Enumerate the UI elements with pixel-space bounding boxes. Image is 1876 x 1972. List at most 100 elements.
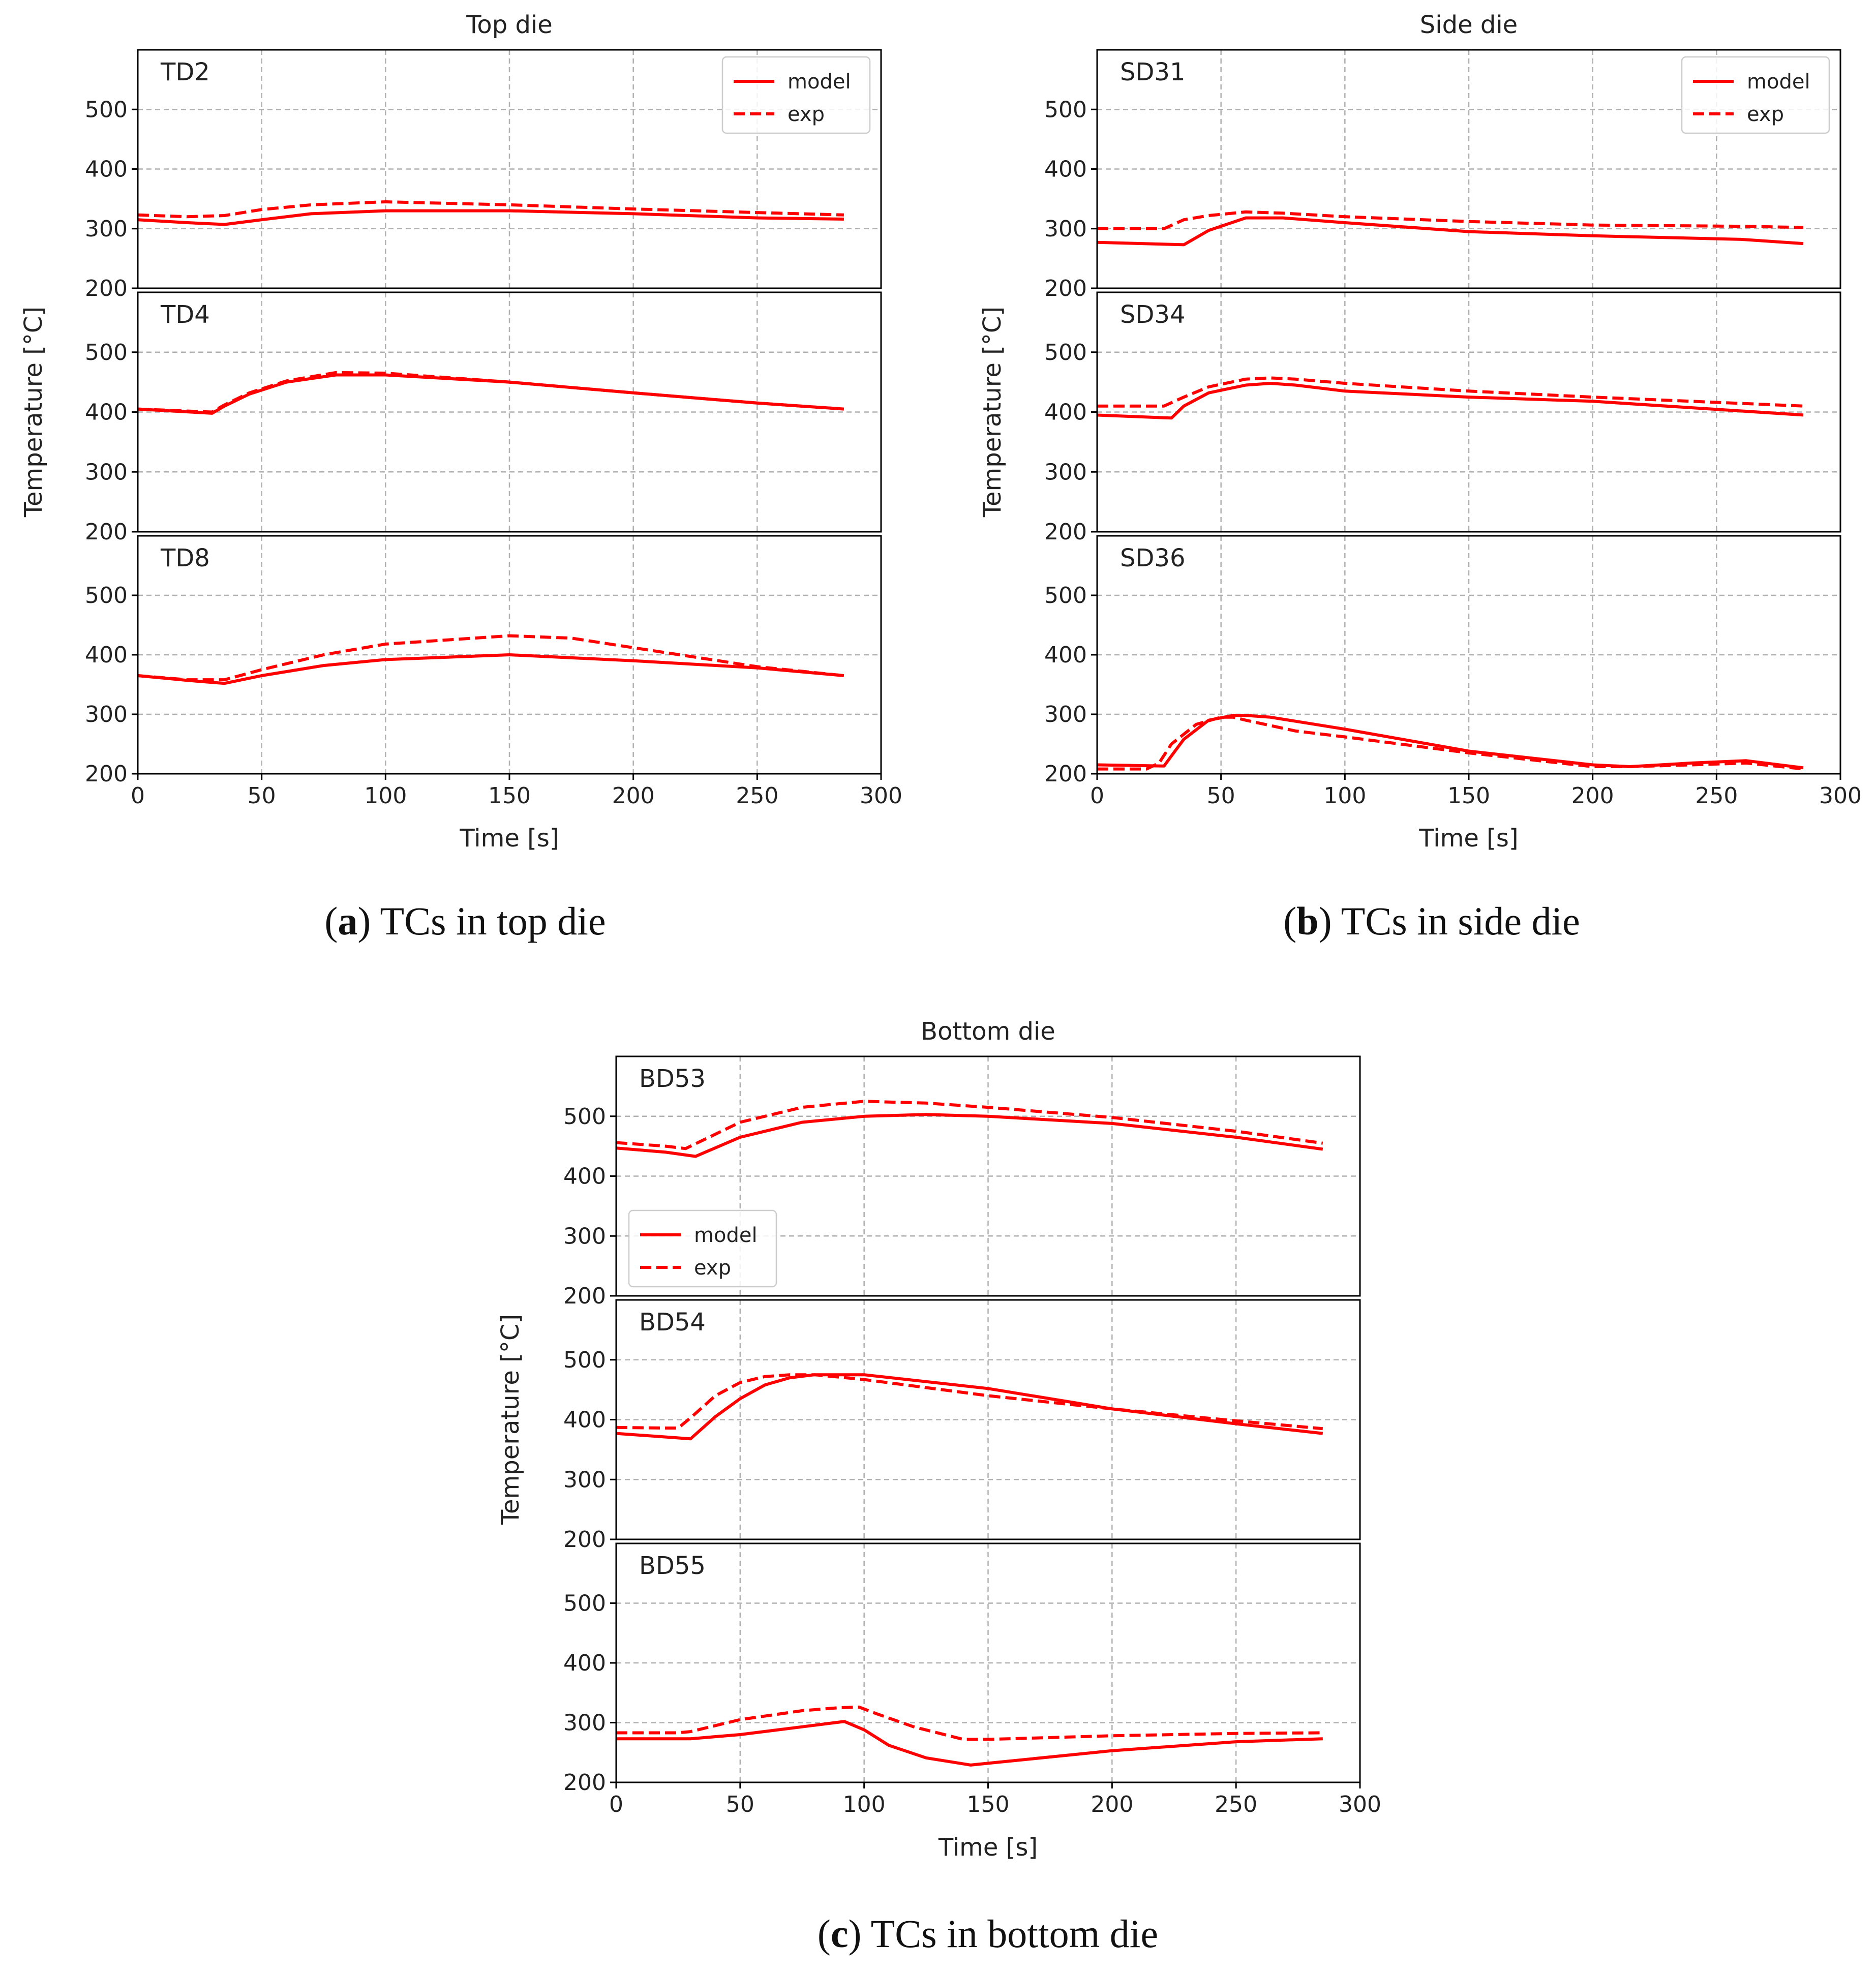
chart-title: Bottom die [921,1017,1055,1046]
x-tick-label: 100 [364,783,407,809]
x-tick-label: 300 [1339,1792,1381,1817]
x-tick-label: 150 [488,783,531,809]
legend: model exp [628,1209,777,1288]
x-tick-label: 250 [1695,783,1738,809]
panel-label: SD34 [1120,300,1186,329]
series-line-model [616,1113,1323,1158]
panel-td4: 200 300 400 500 TD4 [85,291,882,545]
y-axis-label: Temperature [°C] [496,1314,525,1525]
x-tick-label: 300 [860,783,902,809]
panel-td8: 200 300 400 500 TD8 0 50 100 150 200 250 300 [85,535,902,809]
chart-bottom-die: Bottom die200300400500BD53modelexp200300… [496,1017,1381,1956]
y-tick-label: 200 [1044,519,1087,545]
panel-sd34: 200 300 400 500 SD34 [1044,291,1841,545]
series-line-exp [137,634,844,682]
y-tick-label: 300 [563,1467,606,1493]
x-tick-label: 150 [1447,783,1490,809]
y-tick-label: 200 [85,761,128,787]
panel-label: BD54 [639,1308,706,1337]
series-line-model [1097,714,1804,770]
x-tick-label: 0 [609,1792,623,1817]
series-line-exp [1097,376,1804,408]
series-line-model [137,209,844,226]
y-tick-label: 400 [85,157,128,183]
series-line-exp [137,200,844,219]
panel-bd55: 200 300 400 500 BD55 0 50 100 150 200 250 300 [563,1542,1381,1817]
panel-label: BD53 [639,1065,706,1093]
series-line-exp [616,1100,1323,1150]
panel-label: TD4 [160,300,210,329]
x-tick-label: 250 [1215,1792,1257,1817]
x-axis-label: Time [s] [938,1833,1038,1862]
y-tick-label: 300 [85,216,128,242]
y-tick-label: 400 [563,1650,606,1676]
x-tick-label: 0 [1090,783,1104,809]
panel-td2: 200 300 400 500 TD2 model exp [85,49,882,301]
x-tick-label: 200 [612,783,655,809]
legend-label-exp: exp [694,1256,731,1280]
panel-label: TD8 [160,544,210,572]
y-tick-label: 300 [1044,216,1087,242]
x-tick-label: 50 [1207,783,1235,809]
y-tick-label: 300 [85,702,128,727]
panel-sd31: 200 300 400 500 SD31 model exp [1044,49,1841,301]
y-tick-label: 500 [1044,97,1087,123]
x-axis-label: Time [s] [459,824,559,853]
chart-title: Side die [1420,11,1518,39]
y-tick-label: 200 [1044,761,1087,787]
y-tick-label: 200 [85,276,128,301]
series-line-exp [616,1373,1323,1431]
y-tick-label: 200 [563,1770,606,1796]
y-tick-label: 400 [1044,157,1087,183]
legend: model exp [1681,56,1830,134]
panel-label: TD2 [160,58,210,86]
panel-label: SD36 [1120,544,1186,572]
series-line-model [616,1720,1323,1767]
panel-bd54: 200 300 400 500 BD54 [563,1299,1361,1553]
y-tick-label: 300 [563,1223,606,1249]
panel-label: BD55 [639,1552,706,1580]
x-tick-label: 100 [843,1792,886,1817]
figure-caption: (a) TCs in top die [324,899,606,943]
series-line-exp [616,1705,1323,1741]
legend: model exp [721,56,871,134]
panel-bd53: 200 300 400 500 BD53 model exp [563,1055,1361,1309]
y-tick-label: 500 [1044,340,1087,366]
series-line-model [1097,382,1804,420]
figure-caption: (c) TCs in bottom die [818,1912,1158,1956]
panel-sd36: 200 300 400 500 SD36 0 50 100 150 200 250 300 [1044,535,1862,809]
y-tick-label: 400 [1044,642,1087,668]
x-tick-label: 0 [131,783,145,809]
legend-label-model: model [1747,70,1810,94]
x-tick-label: 300 [1819,783,1862,809]
y-tick-label: 500 [563,1347,606,1373]
y-tick-label: 300 [1044,459,1087,485]
x-tick-label: 50 [726,1792,754,1817]
x-tick-label: 150 [967,1792,1010,1817]
figure-caption: (b) TCs in side die [1283,899,1580,943]
x-tick-label: 200 [1571,783,1614,809]
y-axis-label: Temperature [°C] [19,307,48,518]
legend-label-exp: exp [788,103,825,126]
y-tick-label: 400 [563,1407,606,1433]
y-tick-label: 200 [563,1527,606,1553]
legend-label-model: model [694,1224,758,1247]
y-tick-label: 500 [1044,583,1087,609]
panel-label: SD31 [1120,58,1186,86]
y-tick-label: 400 [563,1164,606,1190]
y-tick-label: 500 [85,583,128,609]
y-tick-label: 500 [85,97,128,123]
series-line-model [1097,216,1804,247]
x-tick-label: 250 [736,783,778,809]
x-tick-label: 200 [1091,1792,1133,1817]
series-line-model [616,1373,1323,1441]
series-line-exp [1097,210,1803,230]
y-tick-label: 300 [1044,702,1087,727]
y-tick-label: 200 [563,1283,606,1309]
x-axis-label: Time [s] [1418,824,1518,853]
y-tick-label: 400 [85,400,128,426]
y-tick-label: 200 [85,519,128,545]
chart-title: Top die [466,11,553,39]
